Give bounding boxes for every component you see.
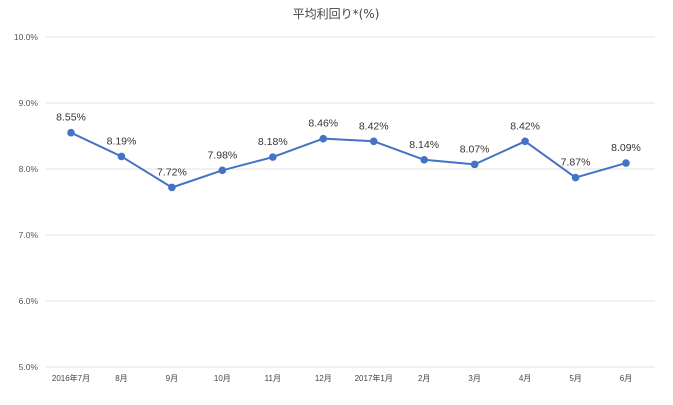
data-point — [218, 166, 227, 175]
gridlines — [46, 36, 655, 368]
series-layer — [67, 128, 630, 192]
x-tick-label: 10月 — [214, 374, 231, 383]
y-axis-ticks: 5.0% 6.0% 7.0% 8.0% 9.0% 10.0% — [14, 32, 39, 372]
data-point — [319, 134, 328, 143]
x-tick-label: 2月 — [418, 374, 430, 383]
data-label: 8.19% — [107, 135, 137, 147]
data-label: 8.55% — [56, 112, 86, 124]
y-tick-label: 10.0% — [14, 32, 39, 42]
y-tick-label: 8.0% — [19, 164, 39, 174]
data-point — [420, 155, 428, 164]
x-axis-ticks: 2016年7月 8月 9月 10月 11月 12月 2017年1月 2月 3月 4月 5月 6月 — [52, 373, 632, 383]
x-tick-label: 4月 — [519, 374, 531, 383]
y-tick-label: 6.0% — [19, 296, 39, 306]
x-tick-label: 11月 — [265, 374, 281, 383]
data-label: 8.09% — [611, 142, 641, 154]
chart-title: 平均利回り*(%) — [293, 7, 380, 21]
data-point — [269, 153, 277, 161]
data-point — [571, 173, 580, 182]
data-labels: 8.55% 8.19% 7.72% 7.98% 8.18% 8.46% 8.42% 8.14%… — [56, 112, 641, 179]
data-point — [67, 128, 75, 137]
x-tick-label: 9月 — [166, 374, 178, 383]
data-label: 8.14% — [409, 139, 439, 151]
data-point — [369, 137, 378, 146]
data-label: 8.42% — [510, 120, 540, 132]
data-point — [470, 160, 479, 169]
data-label: 8.18% — [258, 136, 288, 148]
data-label: 7.72% — [157, 166, 187, 178]
y-tick-label: 7.0% — [19, 230, 39, 240]
data-label: 8.46% — [308, 118, 338, 130]
data-label: 8.07% — [460, 143, 490, 155]
data-point — [168, 183, 176, 192]
data-label: 7.98% — [207, 149, 237, 161]
y-tick-label: 9.0% — [19, 98, 39, 108]
data-point — [521, 137, 529, 146]
data-label: 8.42% — [359, 120, 389, 132]
x-tick-label: 3月 — [468, 374, 480, 383]
x-tick-label: 5月 — [569, 374, 581, 383]
series-line — [70, 131, 627, 189]
data-point — [117, 152, 126, 161]
x-tick-label: 6月 — [620, 374, 632, 383]
x-tick-label: 2017年1月 — [355, 373, 393, 383]
data-point — [622, 159, 630, 167]
x-tick-label: 8月 — [115, 374, 127, 383]
y-tick-label: 5.0% — [19, 362, 39, 372]
x-tick-label: 12月 — [315, 374, 332, 383]
x-tick-label: 2016年7月 — [52, 373, 90, 383]
data-label: 7.87% — [561, 157, 591, 169]
